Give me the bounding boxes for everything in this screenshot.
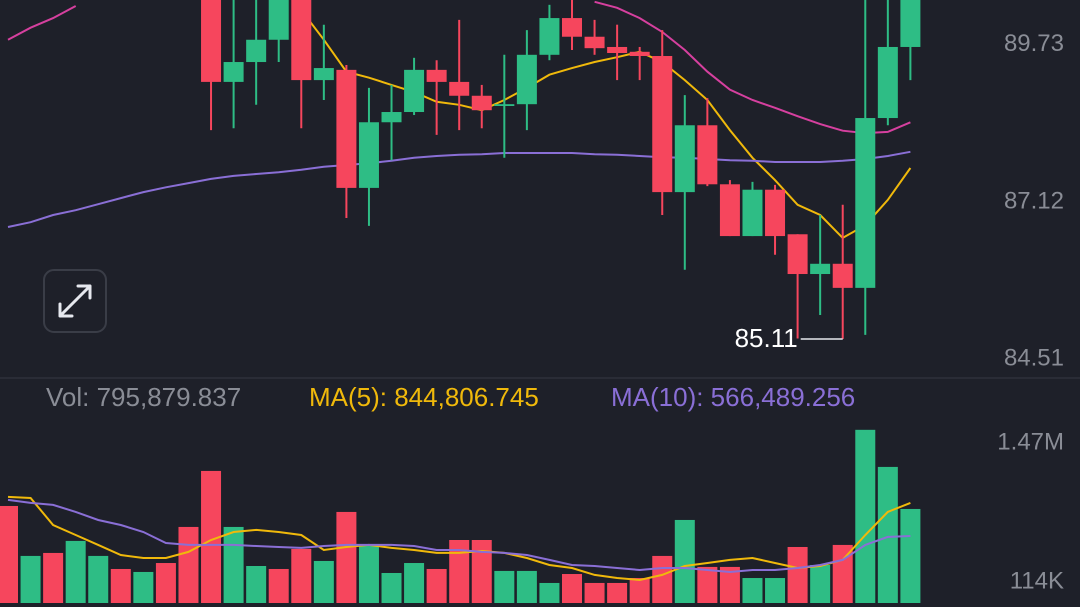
candle-body: [810, 263, 831, 275]
candle-body: [674, 125, 695, 193]
candle-body: [832, 263, 853, 288]
volume-bar: [0, 505, 18, 603]
labels: 84.51 87.12 89.73 85.11 114K 1.47M Vol: 795,87…: [46, 30, 1064, 594]
candle-body: [426, 69, 447, 82]
volume-bar: [742, 578, 763, 603]
ma-line: [7, 495, 911, 582]
candle-body: [765, 189, 786, 237]
candle-body: [697, 125, 718, 185]
candle-body: [494, 104, 515, 106]
expand-button[interactable]: [43, 269, 107, 333]
legend-entry: MA(10): 566,489.256: [611, 382, 855, 412]
candle-body: [652, 56, 673, 193]
candle-body: [291, 0, 312, 81]
volume-bar: [832, 544, 853, 603]
candle-body: [584, 36, 605, 49]
volume-bar: [336, 511, 357, 603]
volume-bar: [246, 566, 267, 603]
volume-bar: [562, 574, 582, 603]
candle-body: [358, 122, 379, 188]
volume-bar: [516, 570, 537, 603]
volume-bar: [629, 578, 650, 603]
candle-body: [539, 18, 560, 55]
volume-bar: [607, 582, 628, 603]
candle-body: [313, 68, 334, 81]
y-tick-label: 114K: [1010, 568, 1064, 595]
candle-body: [900, 0, 921, 47]
y-tick-label: 84.51: [1004, 345, 1064, 372]
volume-bar: [268, 568, 289, 603]
candle-body: [223, 62, 244, 82]
volume-bar: [133, 571, 154, 603]
candle-body: [471, 95, 492, 111]
ma-line: [7, 498, 911, 574]
y-tick-label: 89.73: [1004, 30, 1064, 57]
volume-bar: [652, 555, 673, 603]
volume-bar: [855, 429, 876, 603]
price-pane: [7, 0, 921, 340]
candle-body: [268, 0, 289, 40]
volume-bar: [426, 568, 447, 603]
candle-body: [855, 118, 876, 288]
volume-bar: [584, 582, 605, 603]
candle-body: [607, 46, 628, 53]
volume-bar: [110, 568, 131, 603]
low-label: 85.11: [735, 323, 798, 353]
volume-bar: [201, 470, 222, 603]
volume-bar: [697, 566, 718, 603]
legend-entry: MA(5): 844,806.745: [309, 382, 539, 412]
volume-bar: [178, 526, 199, 603]
volume-pane: [0, 429, 921, 603]
volume-bar: [449, 539, 470, 603]
candle-body: [787, 234, 808, 275]
volume-bar: [787, 546, 808, 603]
ma-line: [7, 150, 911, 228]
y-tick-label: 87.12: [1004, 187, 1064, 214]
volume-bar: [20, 555, 41, 603]
volume-bar: [155, 563, 176, 603]
candle-body: [404, 69, 425, 113]
volume-bar: [765, 578, 786, 603]
volume-bar: [358, 545, 379, 603]
candle-body: [336, 69, 357, 188]
volume-bar: [291, 548, 312, 603]
candle-body: [516, 54, 537, 105]
volume-bar: [313, 560, 334, 603]
volume-bar: [810, 564, 831, 603]
volume-bar: [900, 508, 921, 603]
volume-bar: [539, 582, 560, 603]
volume-bar: [719, 566, 740, 603]
volume-bar: [674, 519, 695, 603]
candle-body: [742, 189, 763, 237]
volume-bar: [877, 466, 898, 603]
volume-bar: [471, 539, 492, 603]
candle-body: [381, 112, 402, 123]
volume-bar: [404, 563, 425, 603]
volume-bar: [88, 555, 109, 603]
volume-bar: [494, 570, 515, 603]
candle-body: [562, 18, 582, 37]
candle-body: [246, 39, 267, 63]
candle-body: [877, 46, 898, 119]
candle-body: [629, 51, 650, 57]
y-tick-label: 1.47M: [997, 428, 1064, 455]
legend-entry: Vol: 795,879.837: [46, 382, 241, 412]
volume-bar: [43, 552, 64, 603]
volume-bar: [381, 572, 402, 603]
candle-body: [201, 0, 222, 82]
candle-body: [449, 81, 470, 96]
candle-body: [719, 184, 740, 237]
volume-bar: [65, 540, 86, 603]
expand-icon[interactable]: [58, 284, 92, 318]
volume-bar: [223, 526, 244, 603]
ma-line: [300, 9, 912, 240]
